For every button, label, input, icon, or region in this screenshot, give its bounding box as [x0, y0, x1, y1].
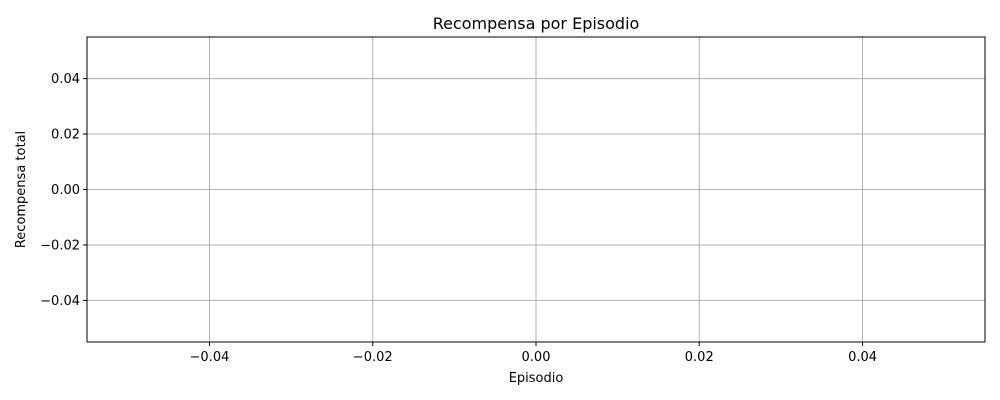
x-tick-label: 0.00	[522, 350, 551, 365]
x-tick-label: 0.04	[848, 350, 877, 365]
y-axis-label: Recompensa total	[14, 131, 29, 248]
x-axis-label: Episodio	[509, 371, 564, 386]
y-tick-label: −0.04	[40, 294, 80, 309]
y-tick-label: 0.02	[51, 128, 80, 143]
x-axis: −0.04 −0.02 0.00 0.02 0.04	[190, 342, 877, 365]
x-tick-label: −0.02	[353, 350, 393, 365]
y-tick-label: 0.00	[51, 183, 80, 198]
y-axis: −0.04 −0.02 0.00 0.02 0.04	[40, 72, 87, 309]
x-tick-label: −0.04	[190, 350, 230, 365]
chart-title: Recompensa por Episodio	[433, 14, 640, 33]
y-tick-label: −0.02	[40, 238, 80, 253]
x-tick-label: 0.02	[685, 350, 714, 365]
y-tick-label: 0.04	[51, 72, 80, 87]
grid-layer	[87, 37, 985, 342]
